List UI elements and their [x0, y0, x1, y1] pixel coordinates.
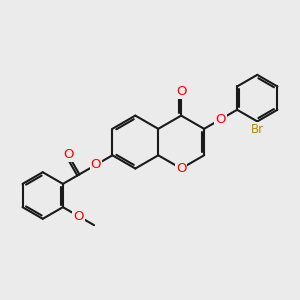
- Text: O: O: [215, 113, 226, 126]
- Text: O: O: [91, 158, 101, 171]
- Text: O: O: [176, 85, 186, 98]
- Text: O: O: [73, 210, 84, 223]
- Text: Br: Br: [251, 123, 264, 136]
- Text: O: O: [63, 148, 74, 161]
- Text: O: O: [176, 162, 186, 175]
